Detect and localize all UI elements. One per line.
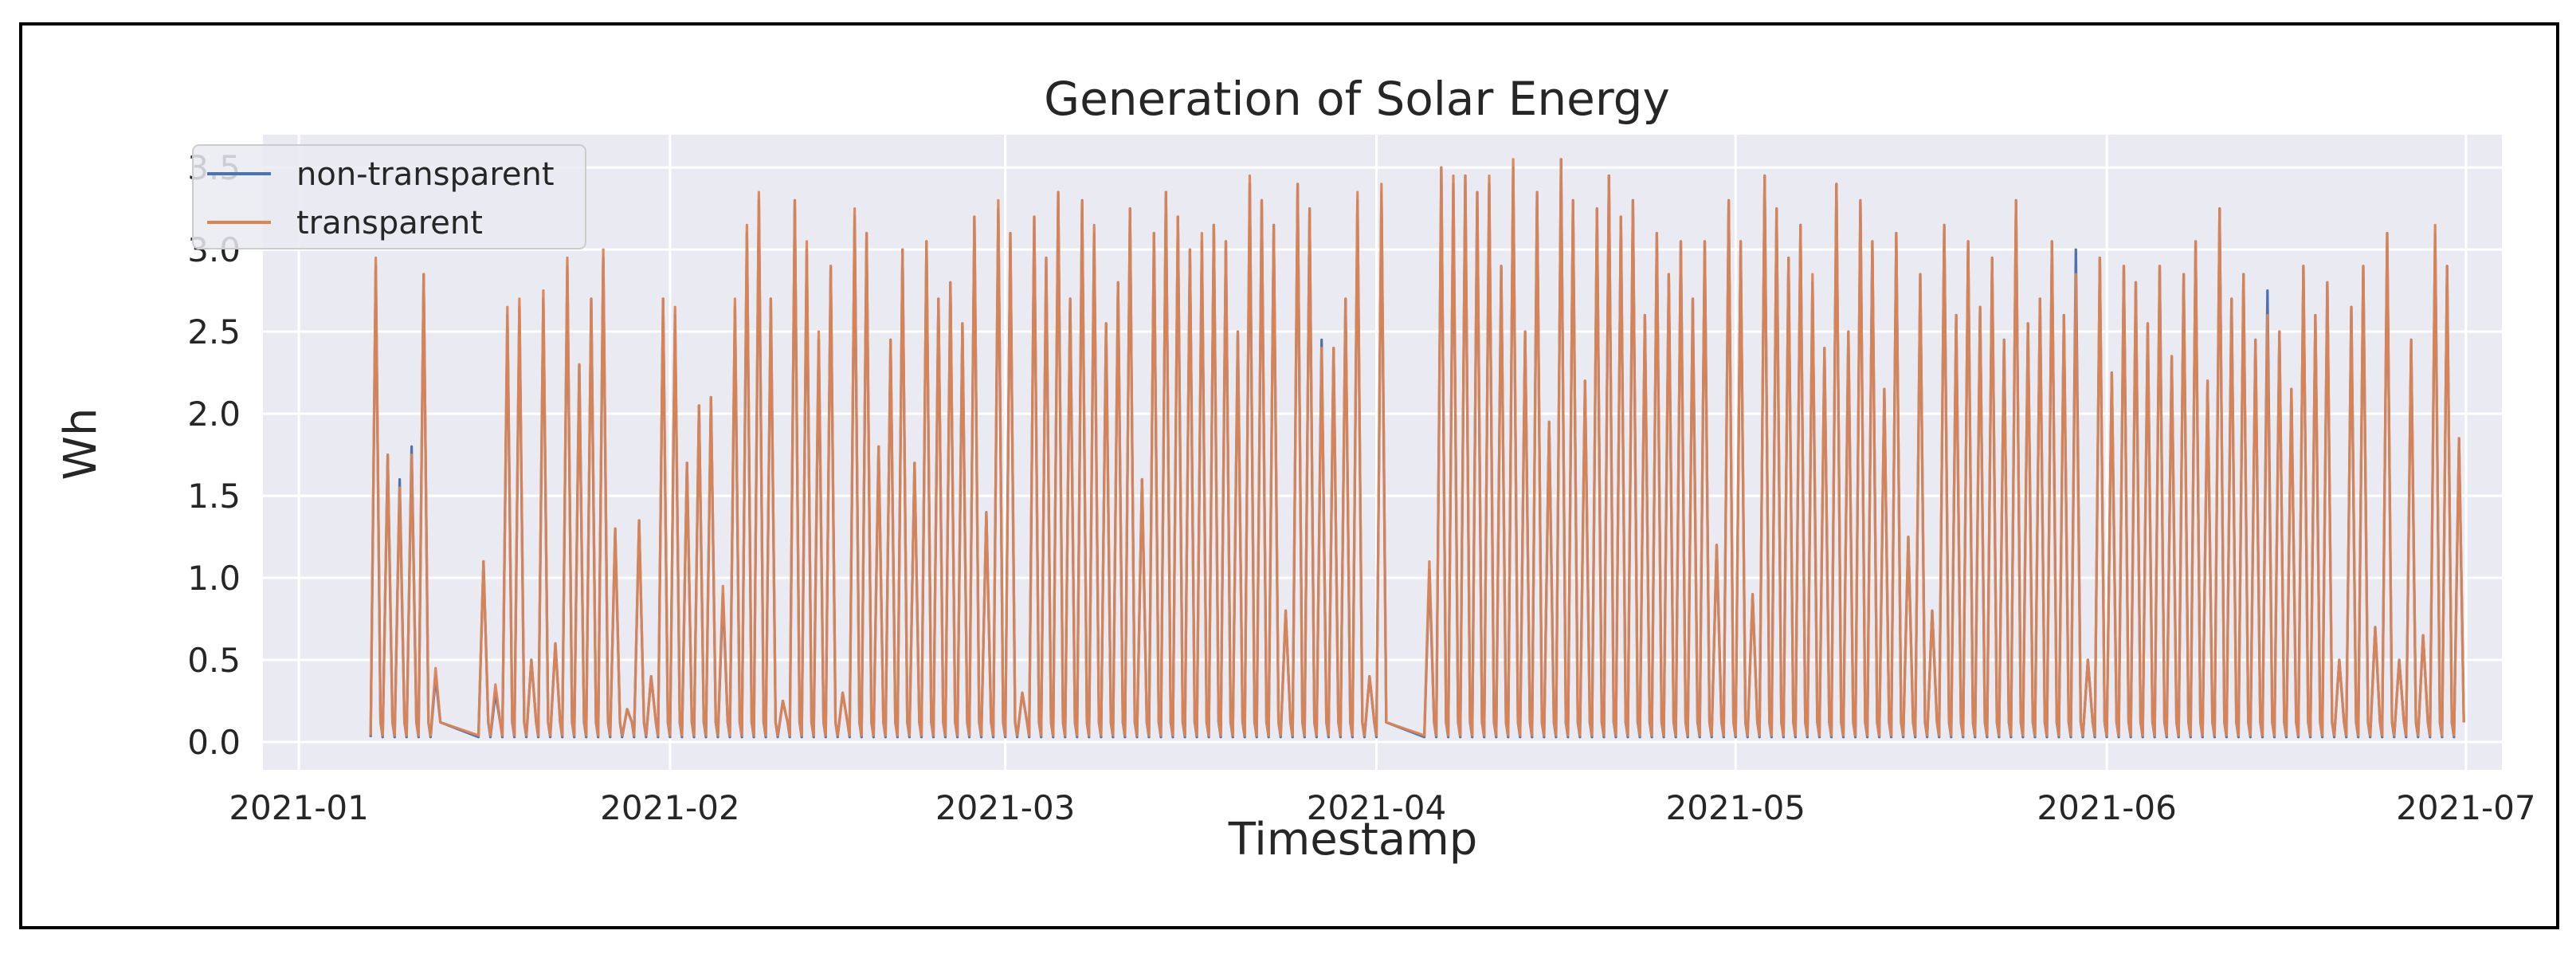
- legend-label-transparent: transparent: [296, 205, 483, 241]
- figure-frame: 0.00.51.01.52.02.53.03.5 2021-012021-022…: [19, 22, 2559, 929]
- series-line-transparent: [369, 158, 2465, 737]
- y-tick-label: 0.5: [187, 641, 241, 680]
- x-tick-label: 2021-02: [600, 788, 740, 827]
- legend-label-non-transparent: non-transparent: [296, 156, 555, 193]
- y-axis-ticks: 0.00.51.01.52.02.53.03.5: [187, 148, 241, 762]
- x-tick-label: 2021-07: [2396, 788, 2536, 827]
- x-axis-title: Timestamp: [1228, 814, 1478, 866]
- x-tick-label: 2021-04: [1307, 788, 1447, 827]
- x-tick-label: 2021-06: [2037, 788, 2177, 827]
- series-lines: [369, 158, 2465, 739]
- legend-box: [192, 144, 586, 249]
- y-tick-label: 1.5: [187, 477, 241, 516]
- x-tick-label: 2021-01: [229, 788, 369, 827]
- y-tick-label: 0.0: [187, 723, 241, 762]
- x-axis-ticks: 2021-01 2021-02 2021-03 2021-04 2021-05 2021-…: [229, 788, 2535, 827]
- y-tick-label: 2.5: [187, 312, 241, 351]
- y-tick-label: 1.0: [187, 559, 241, 598]
- x-tick-label: 2021-03: [935, 788, 1076, 827]
- chart: 0.00.51.01.52.02.53.03.5 2021-012021-022…: [55, 72, 2536, 866]
- legend: non-transparent transparent: [192, 144, 586, 249]
- chart-title: Generation of Solar Energy: [1044, 72, 1670, 126]
- y-axis-title: Wh: [55, 408, 107, 481]
- y-tick-label: 2.0: [187, 395, 241, 434]
- x-tick-label: 2021-05: [1666, 788, 1806, 827]
